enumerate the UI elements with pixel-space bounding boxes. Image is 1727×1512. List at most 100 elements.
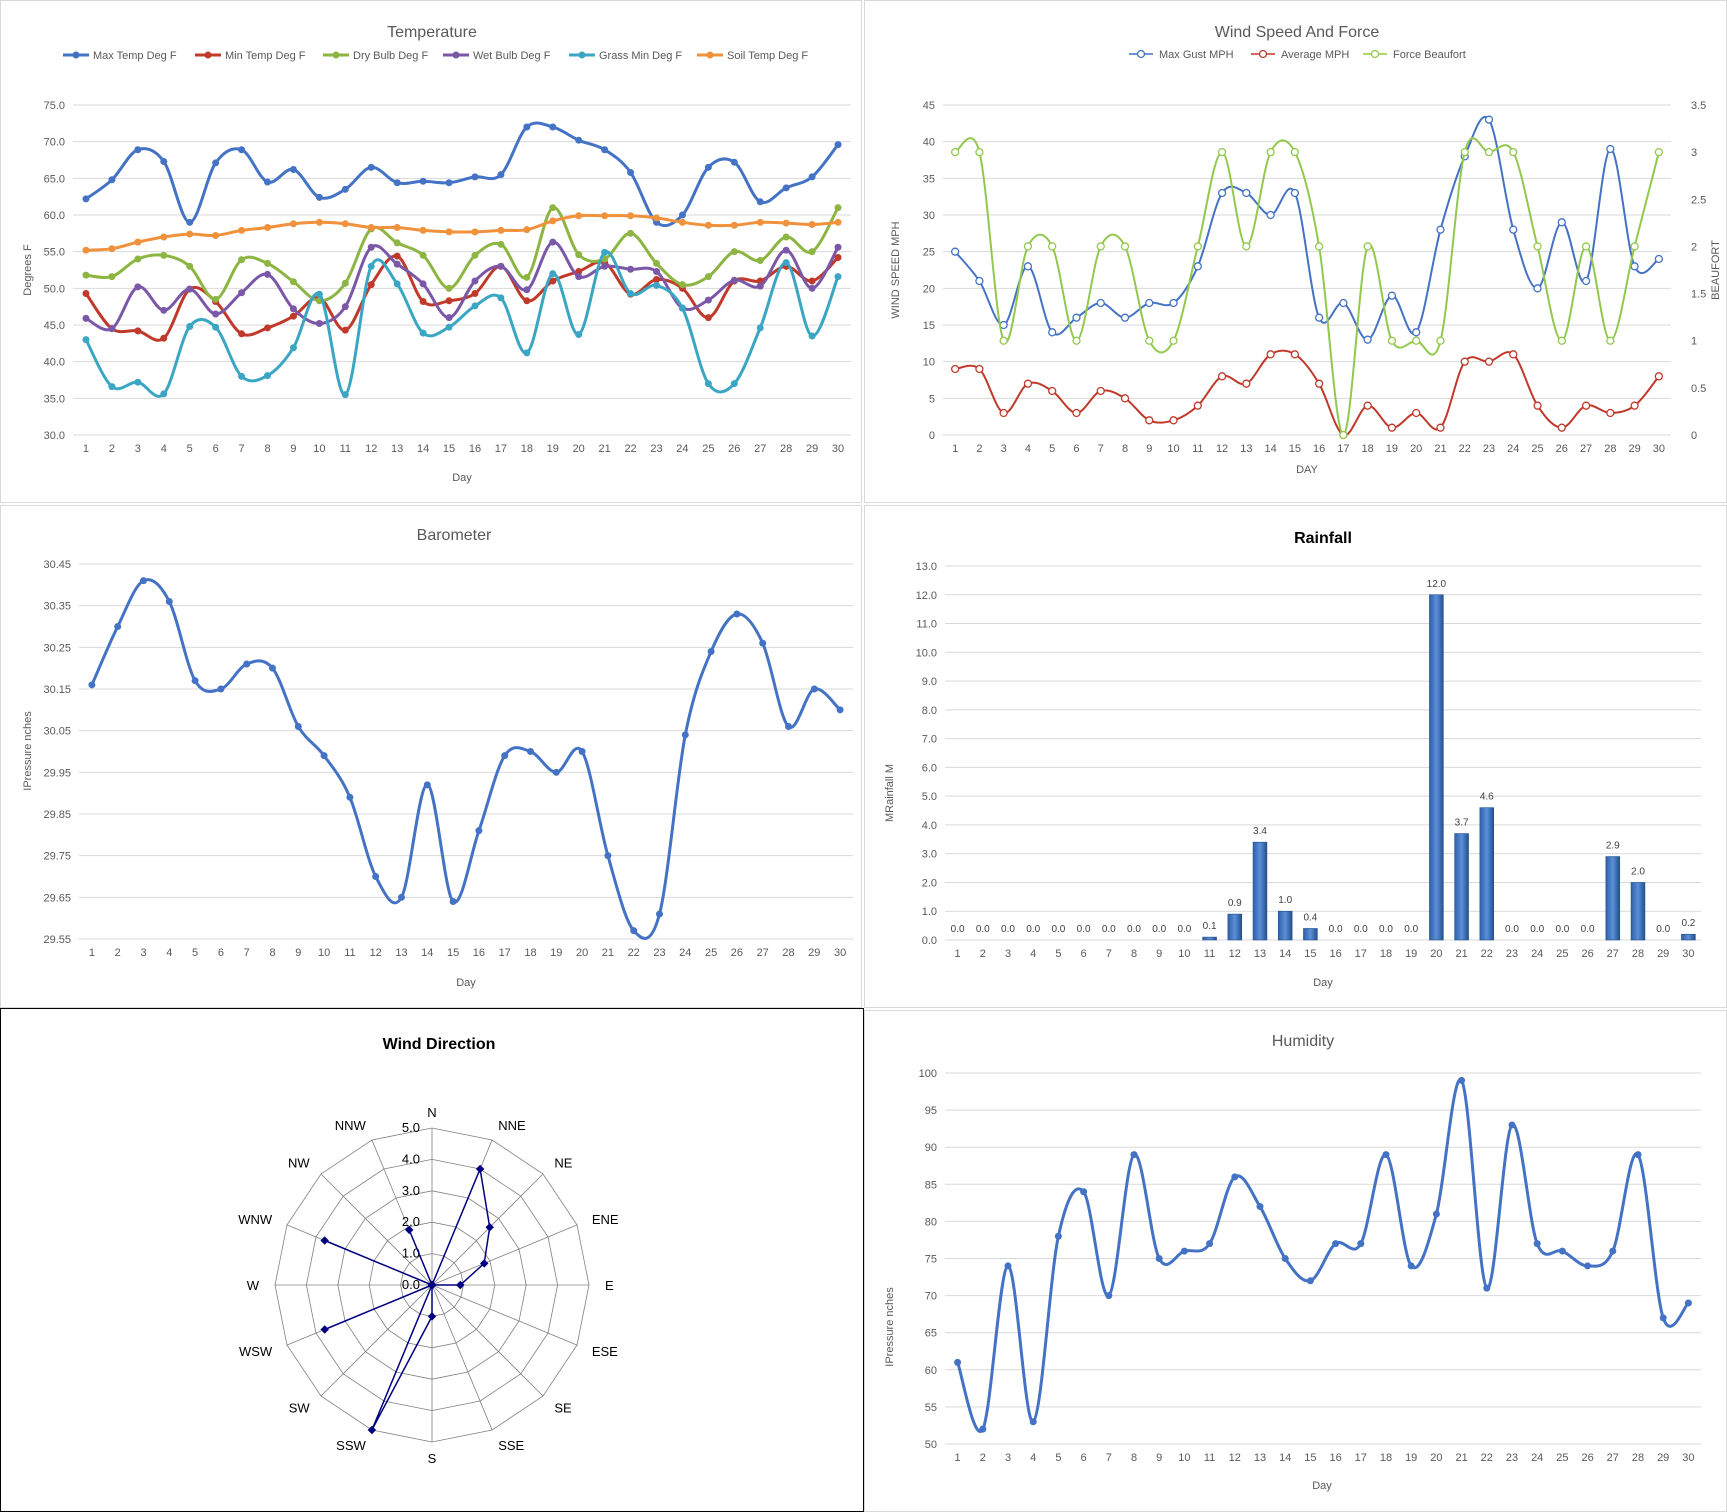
data-point [238, 289, 246, 297]
x-tick-label: 28 [780, 443, 792, 455]
x-tick-label: 10 [1178, 1452, 1190, 1464]
data-point [419, 251, 427, 259]
data-point [653, 281, 660, 289]
x-tick-label: 11 [344, 947, 355, 959]
x-tick-label: 6 [1081, 948, 1087, 960]
bar-data-label: 2.0 [1631, 866, 1645, 877]
x-tick-label: 27 [1580, 443, 1592, 455]
y-tick-label: 1.0 [922, 906, 937, 918]
x-tick-label: 19 [1386, 443, 1398, 455]
y-tick-label: 20 [923, 283, 935, 295]
data-point [630, 927, 638, 935]
data-point [82, 271, 90, 279]
data-point [1169, 336, 1178, 345]
data-point [1145, 416, 1154, 425]
x-tick-label: 21 [599, 443, 611, 455]
x-tick-label: 16 [1313, 443, 1325, 455]
data-point [497, 171, 505, 179]
data-point [1363, 335, 1372, 344]
x-tick-label: 14 [1279, 1452, 1291, 1464]
chart-title: Rainfall [1294, 530, 1352, 547]
data-point [575, 136, 583, 144]
x-tick-label: 4 [161, 443, 167, 455]
x-tick-label: 1 [952, 443, 958, 455]
x-tick-label: 16 [469, 443, 481, 455]
x-axis-label: DAY [1296, 464, 1318, 476]
radar-point [456, 1280, 465, 1290]
x-tick-label: 23 [1506, 948, 1518, 960]
y2-tick-label: 2 [1691, 241, 1697, 253]
data-point [704, 273, 712, 281]
data-point [160, 306, 168, 314]
radar-spoke [431, 1284, 578, 1346]
data-point [707, 648, 715, 655]
data-point [1023, 242, 1033, 251]
bar [1479, 807, 1495, 941]
x-tick-label: 14 [417, 443, 429, 455]
data-point [1169, 416, 1178, 425]
x-tick-label: 14 [1264, 443, 1276, 455]
legend-marker [204, 51, 212, 59]
x-tick-label: 30 [1682, 948, 1694, 960]
data-point [294, 723, 302, 730]
y-tick-label: 4.0 [922, 820, 937, 832]
y-tick-label: 35.0 [44, 393, 65, 405]
data-point [782, 184, 790, 192]
legend-marker [1258, 49, 1268, 59]
data-point [1290, 188, 1300, 198]
data-point [1072, 408, 1081, 418]
direction-label: E [605, 1278, 614, 1293]
x-tick-label: 18 [524, 947, 536, 959]
data-point [419, 226, 427, 234]
data-point [1432, 1210, 1440, 1218]
radar-point [320, 1325, 329, 1334]
data-point [756, 218, 764, 226]
x-tick-label: 26 [1581, 1452, 1593, 1464]
data-point [82, 289, 90, 297]
data-point [264, 372, 271, 380]
legend-label: Max Gust MPH [1159, 49, 1234, 61]
legend-marker [452, 51, 460, 59]
data-point [134, 255, 142, 263]
radial-tick-label: 2.0 [402, 1214, 420, 1229]
data-point [578, 748, 586, 755]
data-point [264, 259, 271, 267]
x-tick-label: 2 [980, 1452, 986, 1464]
data-point [604, 852, 612, 860]
x-tick-label: 11 [1204, 948, 1215, 960]
x-tick-label: 29 [808, 947, 820, 959]
data-point [315, 320, 323, 328]
bar-data-label: 0.0 [1001, 924, 1015, 935]
data-point [1606, 144, 1615, 154]
data-point [1120, 394, 1130, 403]
data-point [1407, 1262, 1415, 1270]
x-tick-label: 7 [1106, 1452, 1112, 1464]
radial-tick-label: 0.0 [402, 1277, 420, 1292]
data-point [186, 262, 194, 270]
x-tick-label: 15 [443, 443, 455, 455]
x-tick-label: 25 [702, 443, 714, 455]
data-point [756, 256, 764, 264]
x-tick-label: 30 [834, 947, 846, 959]
series-line [954, 349, 1660, 437]
data-point [834, 243, 842, 251]
y-tick-label: 5 [929, 393, 935, 405]
data-point [471, 277, 479, 285]
data-point [160, 334, 168, 342]
x-tick-label: 5 [192, 947, 198, 959]
x-tick-label: 17 [495, 443, 507, 455]
bar-data-label: 0.1 [1203, 921, 1217, 932]
x-tick-label: 27 [754, 443, 766, 455]
data-point [114, 623, 122, 630]
x-tick-label: 3 [1001, 443, 1007, 455]
data-point [108, 273, 116, 281]
data-point [704, 296, 712, 304]
data-point [681, 731, 689, 739]
y2-tick-label: 3.5 [1691, 100, 1706, 112]
data-point [134, 146, 142, 154]
data-point [730, 221, 738, 229]
bar-data-label: 0.0 [1127, 924, 1141, 935]
y-tick-label: 75 [925, 1254, 937, 1266]
x-tick-label: 14 [1279, 948, 1291, 960]
